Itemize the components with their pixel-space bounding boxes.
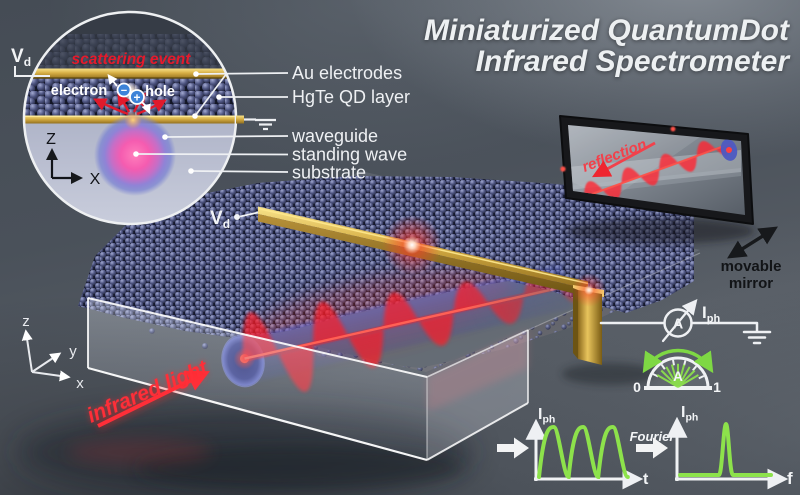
inset-vd-sub: d [24, 55, 31, 69]
mirror-reflections [568, 125, 741, 200]
inset-axis-x-label: X [90, 171, 101, 188]
device-vd-sub: d [223, 217, 230, 231]
scattering-event-label: scattering event [72, 51, 192, 68]
fourier-arrow-icon [636, 437, 668, 459]
axis-z-label: z [22, 313, 30, 330]
standing-wave-label: standing wave [292, 145, 407, 165]
hole-sign: + [133, 91, 140, 105]
hole-icon [129, 89, 145, 105]
time-domain-graph: Iph t [497, 406, 649, 490]
photocurrent-label: Iph [702, 303, 720, 325]
axis-y-label: y [69, 343, 77, 360]
freq-xlabel: f [787, 469, 793, 488]
inset-axes-icon [45, 147, 84, 185]
time-ylabel-sub: ph [542, 414, 555, 426]
ammeter-arrow-icon [661, 299, 698, 343]
gauge-max-label: 1 [713, 379, 721, 395]
vd-leader-dot [234, 214, 240, 220]
hgte-qd-layer-label: HgTe QD layer [292, 87, 410, 107]
ground-icon [742, 330, 772, 345]
movable-mirror-arrow-icon [727, 226, 778, 259]
readout-circuit: A Iph [599, 299, 772, 345]
movable-label-line1: movable [721, 258, 782, 275]
electron-icon [116, 82, 132, 98]
inset-ground-icon [244, 118, 276, 131]
infrared-arrow-icon [97, 370, 210, 428]
device-vd-label: Vd [210, 208, 230, 231]
beam-axis [244, 280, 587, 360]
clamp-glow-core [584, 285, 594, 295]
electrode-extension [236, 115, 244, 124]
title-line1: Miniaturized QuantumDot [424, 14, 791, 47]
fourier-transform: Fourier [630, 429, 676, 459]
scattering-glow-core [403, 236, 421, 254]
inset-axis-z-label: Z [46, 131, 56, 148]
mirror-shadow [565, 218, 755, 244]
gauge-icon: A 0 1 [633, 348, 721, 395]
clamp-front [578, 290, 602, 365]
inset-leader-lines [135, 72, 289, 173]
cross-section-inset: − + electron hole scattering event Z X V… [11, 10, 410, 226]
vd-leader-line [239, 211, 259, 218]
right-face-red-tint [427, 330, 528, 412]
device-3d [78, 171, 701, 462]
waveguide-label: waveguide [291, 126, 378, 146]
movable-mirror-group: reflection movable mirror [559, 115, 782, 292]
freq-ylabel-main: I [681, 404, 685, 421]
movable-label-line2: mirror [729, 275, 773, 292]
inset-top-electrode-edge [24, 77, 236, 79]
frame-red-dot [560, 166, 566, 172]
inset-leader-dots [133, 71, 222, 174]
block-front-face [88, 298, 427, 460]
time-sine-curve [537, 424, 630, 480]
device-vd-main: V [210, 208, 223, 229]
inset-hotspot [124, 111, 142, 129]
ammeter-label: A [673, 317, 684, 333]
figure-title: Miniaturized QuantumDot Infrared Spectro… [424, 14, 791, 78]
reflection-arrow-icon [592, 141, 656, 178]
input-arrow-icon [497, 437, 529, 459]
time-ylabel-main: I [538, 406, 542, 423]
freq-ylabel: Iph [681, 404, 698, 424]
infrared-floor-glow [68, 439, 212, 465]
inset-vd-main: V [11, 46, 24, 67]
iph-main: I [702, 303, 707, 322]
mirror-beam-dot [726, 147, 732, 153]
electron-sign: − [121, 85, 127, 97]
iph-sub: ph [707, 313, 721, 325]
time-xlabel: t [643, 471, 649, 488]
clamp-side [573, 288, 578, 359]
inset-labels: Au electrodes HgTe QD layer waveguide st… [291, 63, 410, 183]
freq-peak-curve [678, 421, 773, 477]
axis-x-label: x [76, 375, 84, 392]
substrate-label: substrate [292, 163, 366, 183]
title-line2: Infrared Spectrometer [476, 45, 792, 78]
carrier-arrows-icon [107, 74, 151, 115]
gauge-min-label: 0 [633, 379, 641, 395]
inset-vd-label: Vd [11, 46, 31, 69]
frame-red-dot [670, 126, 676, 132]
inset-top-electrode [24, 68, 236, 79]
gauge-sweep-arrow-icon [642, 348, 714, 374]
device-axes-icon [21, 329, 71, 382]
time-ylabel: Iph [538, 406, 555, 426]
gauge-center-label: A [673, 369, 683, 384]
electron-label: electron [51, 83, 107, 99]
freq-domain-graph: Iph f [666, 404, 793, 490]
block-edges [87, 252, 701, 462]
inset-vd-connector [14, 66, 50, 77]
freq-ylabel-sub: ph [685, 412, 698, 424]
hole-label: hole [145, 84, 175, 100]
au-electrodes-label: Au electrodes [292, 63, 402, 83]
fourier-label: Fourier [630, 429, 676, 444]
